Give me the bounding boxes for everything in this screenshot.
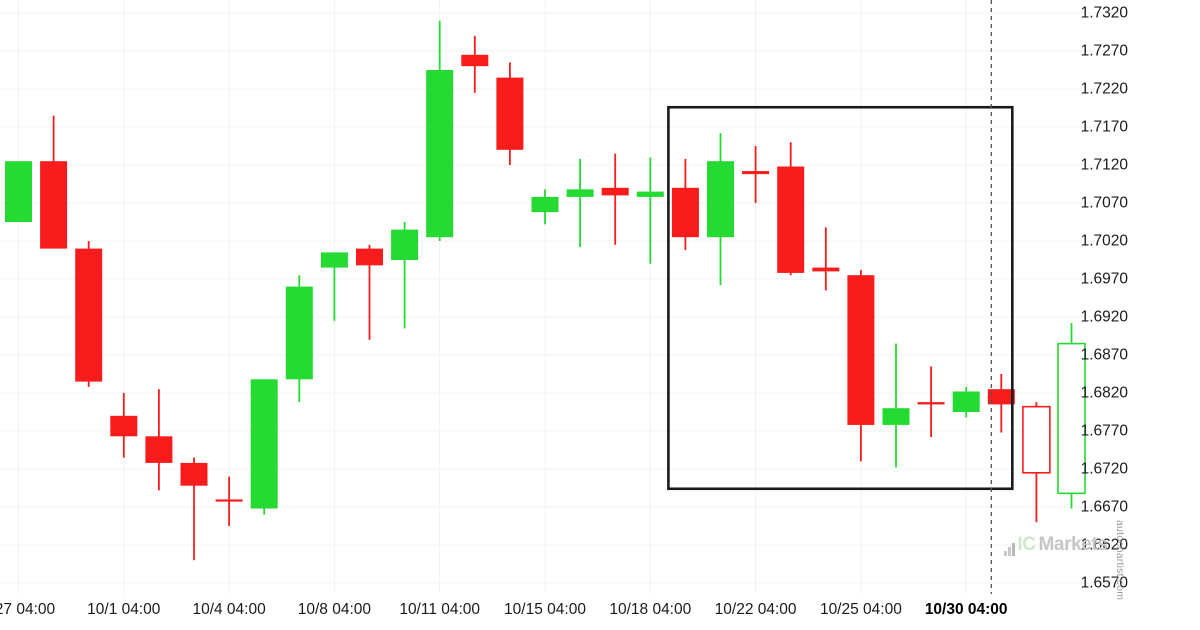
candle [285,275,313,403]
candle [707,133,734,286]
x-axis-tick-label: 9/27 04:00 [0,601,56,618]
candle [496,62,524,165]
y-axis-tick-label: 1.6770 [1080,422,1128,440]
candle [882,343,910,468]
y-axis-tick-label: 1.6720 [1080,460,1128,478]
forecast-candle [1022,402,1051,523]
x-axis-tick-label: 10/11 04:00 [399,601,481,618]
y-axis-tick-label: 1.6870 [1080,346,1128,364]
y-axis-tick-label: 1.6820 [1080,384,1128,402]
candle [40,115,68,249]
x-axis: 9/27 04:00 10/1 04:00 10/4 04:00 10/8 04:00… [0,596,1118,630]
candle [145,389,173,491]
y-axis-tick-label: 1.6570 [1080,574,1128,592]
candle [75,241,103,387]
x-axis-tick-label: 10/25 04:00 [819,601,902,618]
x-axis-tick-label: 10/4 04:00 [192,601,266,618]
forecast-candle [1057,323,1086,509]
candle [215,476,243,526]
x-axis-tick-label: 10/22 04:00 [714,601,797,618]
candle [356,244,383,340]
candle [917,366,945,438]
y-axis-tick-label: 1.6620 [1080,536,1128,554]
candle [777,142,805,276]
candle [671,158,699,251]
candle [987,374,1015,433]
x-axis-tick-label: 10/30 04:00 [924,601,1008,618]
y-axis-tick-label: 1.6670 [1080,498,1128,516]
plot-svg [0,0,1118,594]
candle [742,146,770,203]
y-axis-tick-label: 1.7320 [1080,4,1128,22]
y-axis-tick-label: 1.7070 [1080,194,1128,212]
x-axis-tick-label: 10/1 04:00 [87,601,161,618]
candle [601,153,629,245]
candle [320,252,348,321]
candle [391,222,419,329]
candle [566,158,594,248]
candle [5,161,32,222]
y-axis-tick-label: 1.7120 [1080,156,1128,174]
candle [461,35,489,93]
y-axis-tick-label: 1.7270 [1080,42,1128,60]
y-axis-tick-label: 1.7020 [1080,232,1128,250]
y-axis-tick-label: 1.6970 [1080,270,1128,288]
candle [110,393,138,458]
y-axis: 1.7320 1.7270 1.7220 1.7170 1.7120 1.7070 1.70… [1081,0,1200,594]
y-axis-tick-label: 1.7170 [1080,118,1128,136]
x-axis-tick-label: 10/8 04:00 [297,601,372,618]
y-axis-tick-label: 1.7220 [1080,80,1128,98]
candle [531,189,559,225]
candle [426,20,454,241]
x-axis-tick-label: 10/15 04:00 [504,601,586,618]
y-axis-tick-label: 1.6920 [1080,308,1128,326]
pattern-rectangle [667,105,1014,491]
x-axis-tick-label: 10/18 04:00 [609,601,692,618]
candle [952,386,980,418]
candle [812,227,840,291]
candle [180,457,208,561]
candle [636,157,664,264]
plot-area[interactable] [0,0,1118,594]
candle [250,379,278,515]
candle [847,269,875,462]
